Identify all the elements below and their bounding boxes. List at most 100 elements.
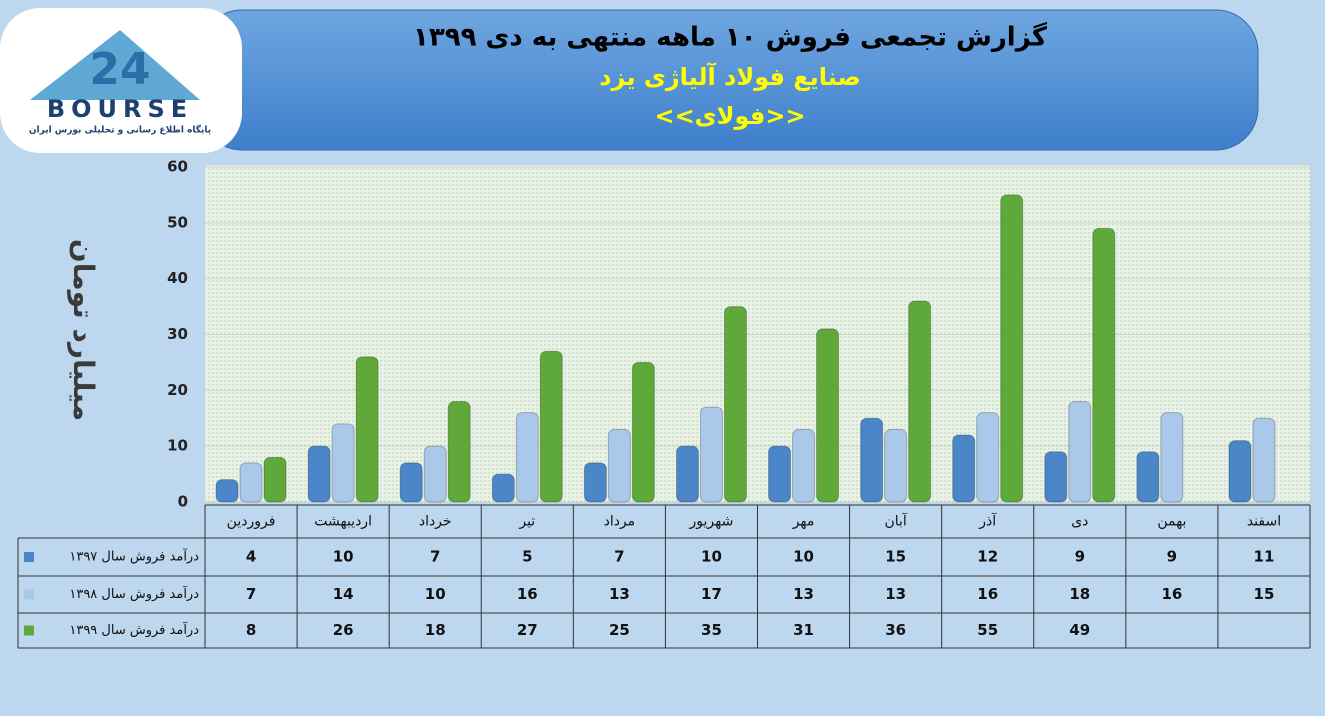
bar	[792, 428, 816, 503]
table-value: 17	[701, 585, 722, 603]
bar	[908, 300, 932, 503]
bar	[631, 361, 655, 503]
table-value: 10	[333, 548, 354, 566]
bar	[1092, 227, 1116, 503]
bar	[1068, 401, 1092, 503]
table-value: 10	[701, 548, 722, 566]
bar	[1160, 412, 1184, 503]
bar	[215, 479, 239, 503]
table-value: 15	[885, 548, 906, 566]
y-tick-label: 40	[167, 269, 188, 287]
table-value: 49	[1069, 621, 1090, 639]
x-tick-label: آبان	[884, 513, 907, 530]
table-value: 55	[977, 621, 998, 639]
y-tick-label: 20	[167, 381, 188, 399]
table-value: 11	[1254, 548, 1275, 566]
x-tick-label: اردیبهشت	[314, 514, 372, 530]
bar	[423, 445, 447, 503]
table-value: 26	[333, 621, 354, 639]
x-tick-label: اسفند	[1247, 514, 1281, 530]
bar	[515, 412, 539, 503]
bar	[1252, 417, 1276, 503]
table-value: 14	[333, 585, 354, 603]
table-value: 9	[1075, 548, 1085, 566]
x-tick-label: مهر	[792, 514, 815, 530]
y-tick-label: 0	[178, 493, 188, 511]
bar	[768, 445, 792, 503]
table-value: 16	[517, 585, 538, 603]
table-value: 4	[246, 548, 256, 566]
table-value: 25	[609, 621, 630, 639]
bar	[976, 412, 1000, 503]
legend-label: درآمد فروش سال ۱۳۹۸	[69, 585, 199, 602]
bar	[307, 445, 331, 503]
bar	[884, 428, 908, 503]
x-tick-label: خرداد	[419, 514, 452, 530]
bar	[1000, 194, 1024, 503]
table-value: 31	[793, 621, 814, 639]
logo-shape	[30, 30, 200, 100]
table-value: 36	[885, 621, 906, 639]
logo-subtitle: پایگاه اطلاع رسانی و تحلیلی بورس ایران	[29, 124, 211, 136]
bar	[1228, 440, 1252, 503]
table-value: 35	[701, 621, 722, 639]
table-value: 9	[1167, 548, 1177, 566]
bar	[816, 328, 840, 503]
y-tick-label: 30	[167, 325, 188, 343]
y-tick-label: 50	[167, 213, 188, 231]
table-value: 13	[793, 585, 814, 603]
bar	[399, 462, 423, 503]
table-value: 16	[977, 585, 998, 603]
y-axis-label: میلیارد تومان	[67, 239, 100, 421]
table-value: 18	[425, 621, 446, 639]
x-tick-label: بهمن	[1157, 514, 1186, 530]
table-value: 12	[977, 548, 998, 566]
x-tick-label: مرداد	[604, 514, 636, 530]
bar	[860, 417, 884, 503]
y-tick-label: 10	[167, 437, 188, 455]
bar	[355, 356, 379, 503]
chart-subtitle: صنایع فولاد آلیاژی یزد	[599, 62, 861, 91]
table-value: 7	[246, 585, 256, 603]
legend-label: درآمد فروش سال ۱۳۹۷	[69, 548, 199, 565]
bar	[1044, 451, 1068, 503]
table-value: 8	[246, 621, 256, 639]
bar	[675, 445, 699, 503]
table-value: 10	[793, 548, 814, 566]
x-tick-label: دی	[1071, 514, 1088, 530]
legend-swatch	[24, 552, 34, 562]
table-value: 13	[609, 585, 630, 603]
chart-subtitle: <<فولای>>	[654, 102, 805, 130]
y-tick-label: 60	[167, 158, 188, 176]
table-value: 16	[1161, 585, 1182, 603]
bar	[539, 350, 563, 503]
x-tick-label: آذر	[978, 513, 997, 530]
table-value: 7	[614, 548, 624, 566]
legend-swatch	[24, 625, 34, 636]
x-tick-label: فروردین	[227, 514, 276, 530]
chart-title: گزارش تجمعی فروش ۱۰ ماهه منتهی به دی ۱۳۹…	[413, 22, 1048, 53]
bar	[583, 462, 607, 503]
logo-text: BOURSE	[47, 95, 193, 123]
table-value: 13	[885, 585, 906, 603]
bar	[699, 406, 723, 503]
bar	[447, 401, 471, 503]
table-value: 15	[1254, 585, 1275, 603]
table-value: 18	[1069, 585, 1090, 603]
bar	[723, 306, 747, 503]
x-tick-label: شهریور	[689, 514, 734, 530]
legend-label: درآمد فروش سال ۱۳۹۹	[69, 621, 199, 638]
table-value: 5	[522, 548, 532, 566]
bar	[1136, 451, 1160, 503]
bar	[952, 434, 976, 503]
table-value: 7	[430, 548, 440, 566]
table-value: 10	[425, 585, 446, 603]
bar	[607, 428, 631, 503]
bar	[331, 423, 355, 503]
logo-mark: 24	[89, 44, 150, 95]
bar	[239, 462, 263, 503]
bar	[263, 456, 287, 503]
bar	[491, 473, 515, 503]
